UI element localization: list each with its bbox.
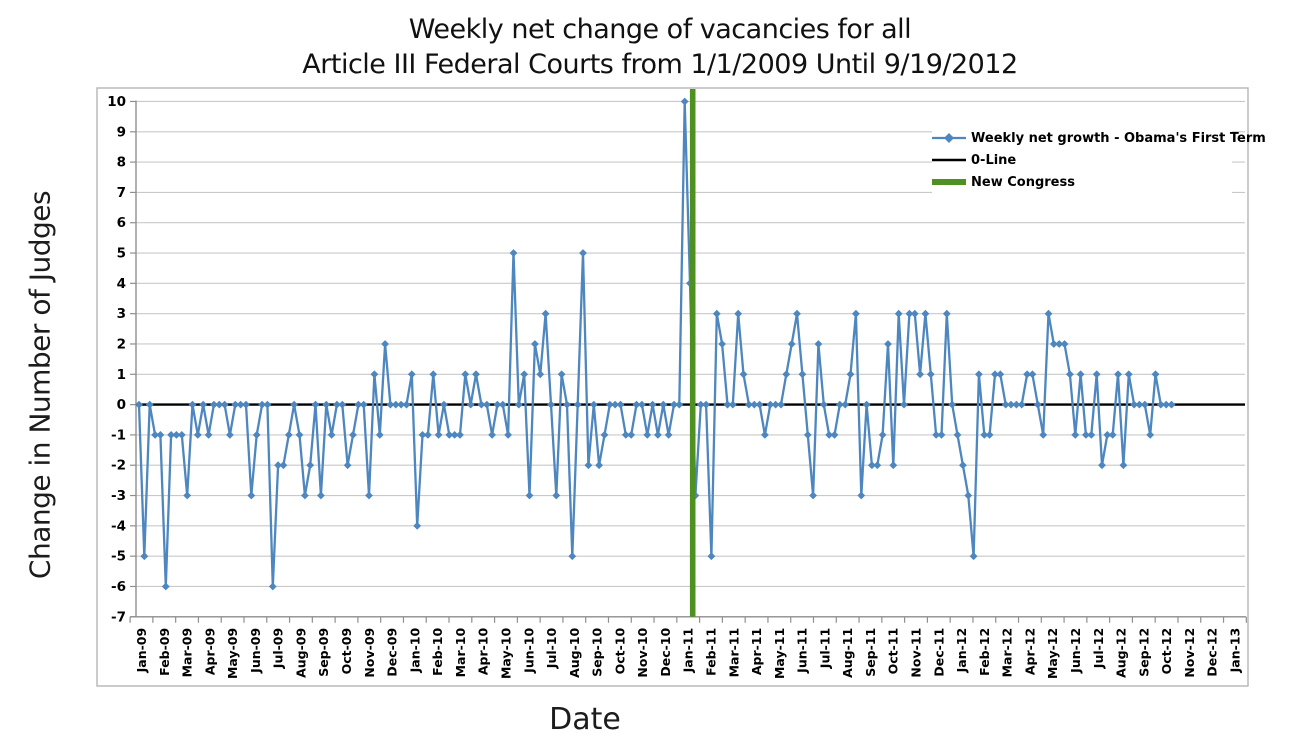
x-axis-tick-label: Mar-12 xyxy=(1000,628,1015,678)
x-axis-tick-label: Jul-10 xyxy=(544,627,559,669)
x-axis-tick-label: Dec-12 xyxy=(1205,628,1220,677)
y-axis-tick-label: 5 xyxy=(117,246,126,262)
x-axis-tick-label: Jan-10 xyxy=(407,627,422,673)
x-axis-tick-label: Oct-11 xyxy=(886,628,901,675)
x-axis-tick-label: Jan-13 xyxy=(1227,628,1242,674)
y-axis-tick-label: 8 xyxy=(117,155,126,171)
x-axis-tick-label: Oct-09 xyxy=(339,628,354,675)
y-axis-tick-label: -4 xyxy=(111,518,126,534)
x-axis-tick-label: Sep-11 xyxy=(863,628,878,677)
green-thick-line-icon xyxy=(932,179,966,185)
x-axis-tick-label: Sep-10 xyxy=(590,627,605,676)
legend-label: New Congress xyxy=(971,174,1075,190)
x-axis-tick-label: Apr-09 xyxy=(202,628,217,675)
y-axis-tick-label: -7 xyxy=(111,609,126,625)
x-axis-tick-label: Jun-11 xyxy=(795,628,810,674)
legend-item-zero-line: 0-Line xyxy=(932,151,1232,169)
x-axis-tick-label: Oct-10 xyxy=(612,628,627,675)
x-axis-tick-label: Jun-09 xyxy=(248,628,263,674)
chart-title-line1: Weekly net change of vacancies for all xyxy=(408,14,912,45)
y-axis-tick-label: 6 xyxy=(117,215,126,231)
x-axis-tick-label: Feb-10 xyxy=(430,627,445,675)
x-axis-tick-label: Apr-11 xyxy=(749,628,764,675)
x-axis-tick-label: Nov-11 xyxy=(909,628,924,678)
y-axis-tick-label: 9 xyxy=(117,124,126,140)
x-axis-tick-label: Feb-11 xyxy=(704,628,719,676)
x-axis-tick-label: Dec-11 xyxy=(931,628,946,677)
x-axis-tick-label: May-11 xyxy=(772,628,787,679)
x-axis-tick-label: Jul-09 xyxy=(271,628,286,669)
x-axis-tick-label: Dec-09 xyxy=(385,628,400,677)
y-axis-tick-label: 0 xyxy=(117,397,126,413)
x-axis-tick-label: Jun-10 xyxy=(521,628,536,674)
x-axis-tick-label: Sep-12 xyxy=(1136,628,1151,677)
x-axis-tick-label: Aug-09 xyxy=(293,628,308,678)
x-axis-tick-label: Mar-09 xyxy=(180,628,195,678)
y-axis-tick-label: -1 xyxy=(111,427,126,443)
x-axis-tick-label: Apr-10 xyxy=(476,627,491,675)
x-axis-tick-label: Nov-10 xyxy=(635,627,650,677)
y-axis-tick-label: 10 xyxy=(107,94,126,110)
y-axis-title: Change in Number of Judges xyxy=(23,190,57,580)
legend: Weekly net growth - Obama's First Term 0… xyxy=(932,127,1266,193)
x-axis-tick-label: Jan-11 xyxy=(681,628,696,674)
y-axis-tick-label: 3 xyxy=(117,306,126,322)
x-axis-tick-label: May-10 xyxy=(498,628,513,680)
chart-title-line2: Article III Federal Courts from 1/1/2009… xyxy=(302,49,1018,80)
x-axis-tick-label: Aug-10 xyxy=(567,627,582,677)
x-axis-tick-label: Nov-12 xyxy=(1182,628,1197,678)
x-axis-tick-label: Feb-12 xyxy=(977,628,992,676)
x-axis-tick-label: May-09 xyxy=(225,628,240,679)
x-axis-tick-label: May-12 xyxy=(1045,628,1060,679)
y-axis-tick-label: -5 xyxy=(111,549,126,565)
y-axis-tick-label: 2 xyxy=(117,336,126,352)
x-axis-tick-label: Sep-09 xyxy=(316,628,331,677)
x-axis-tick-label: Aug-11 xyxy=(840,628,855,678)
legend-label: Weekly net growth - Obama's First Term xyxy=(971,130,1266,146)
x-axis-tick-label: Jan-12 xyxy=(954,628,969,674)
x-axis-tick-label: Oct-12 xyxy=(1159,628,1174,675)
y-axis-tick-label: -6 xyxy=(111,579,126,595)
line-with-diamond-marker-icon xyxy=(932,133,966,143)
y-axis-tick-label: -2 xyxy=(111,458,126,474)
black-line-icon xyxy=(932,158,966,162)
x-axis-tick-label: Dec-10 xyxy=(658,628,673,677)
y-axis-tick-label: -3 xyxy=(111,488,126,504)
x-axis-title: Date xyxy=(549,702,621,737)
legend-label: 0-Line xyxy=(971,152,1017,168)
x-axis-tick-label: Nov-09 xyxy=(362,628,377,678)
x-axis-tick-label: Jul-11 xyxy=(817,628,832,669)
x-axis-tick-label: Feb-09 xyxy=(157,628,172,676)
x-axis-tick-label: Jun-12 xyxy=(1068,628,1083,674)
x-axis-tick-label: Jan-09 xyxy=(134,628,149,674)
legend-item-weekly-net-growth: Weekly net growth - Obama's First Term xyxy=(932,129,1266,147)
legend-item-new-congress: New Congress xyxy=(932,173,1232,191)
x-axis-tick-label: Jul-12 xyxy=(1091,628,1106,669)
y-axis-tick-label: 4 xyxy=(117,276,126,292)
x-axis-tick-label: Mar-11 xyxy=(726,628,741,678)
chart-title: Weekly net change of vacancies for all A… xyxy=(302,12,1018,82)
x-axis-tick-label: Apr-12 xyxy=(1022,628,1037,675)
y-axis-tick-label: 7 xyxy=(117,185,126,201)
x-axis-tick-label: Mar-10 xyxy=(453,627,468,677)
y-axis-tick-label: 1 xyxy=(117,367,126,383)
x-axis-tick-label: Aug-12 xyxy=(1114,628,1129,678)
